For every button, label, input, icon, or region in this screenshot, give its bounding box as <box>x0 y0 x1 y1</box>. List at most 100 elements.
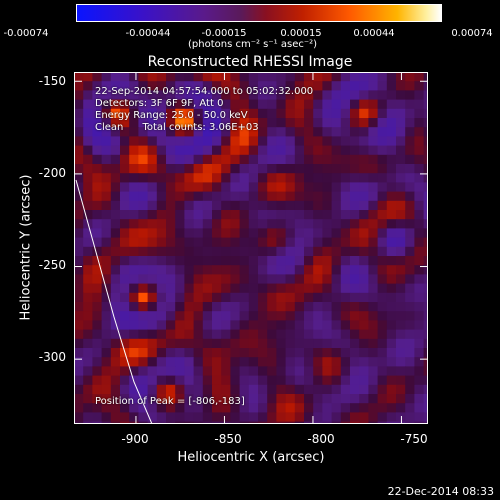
heatmap-cell <box>101 108 112 119</box>
heatmap-cell <box>294 403 305 413</box>
heatmap-cell <box>221 329 231 340</box>
heatmap-cell <box>230 302 241 312</box>
heatmap-cell <box>267 256 277 266</box>
heatmap-cell <box>156 375 167 386</box>
heatmap-cell <box>294 348 305 358</box>
heatmap-cell <box>212 357 222 367</box>
heatmap-cell <box>331 164 342 174</box>
heatmap-cell <box>405 173 415 183</box>
heatmap-cell <box>276 72 287 82</box>
heatmap-cell <box>248 108 259 119</box>
heatmap-cell <box>120 90 130 101</box>
heatmap-cell <box>74 375 84 386</box>
heatmap-cell <box>110 384 121 395</box>
heatmap-cell <box>405 136 415 147</box>
heatmap-cell <box>423 108 428 119</box>
heatmap-cell <box>120 191 130 202</box>
heatmap-cell <box>110 283 121 294</box>
heatmap-cell <box>221 412 231 423</box>
heatmap-cell <box>267 375 277 386</box>
heatmap-cell <box>83 366 93 377</box>
heatmap-cell <box>239 283 250 294</box>
heatmap-cell <box>350 394 360 404</box>
heatmap-cell <box>304 274 314 285</box>
heatmap-cell <box>423 219 428 229</box>
heatmap-cell <box>359 191 369 202</box>
heatmap-cell <box>184 182 195 193</box>
heatmap-cell <box>221 274 231 285</box>
heatmap-cell <box>377 265 388 275</box>
heatmap-cell <box>221 127 231 137</box>
heatmap-cell <box>304 403 314 413</box>
heatmap-cell <box>239 357 250 367</box>
heatmap-cell <box>313 127 323 137</box>
heatmap-cell <box>175 228 185 239</box>
heatmap-cell <box>267 182 277 193</box>
heatmap-cell <box>276 118 287 128</box>
heatmap-cell <box>340 311 351 321</box>
heatmap-cell <box>248 403 259 413</box>
heatmap-cell <box>202 338 213 349</box>
heatmap-cell <box>386 292 397 303</box>
heatmap-cell <box>138 81 149 91</box>
heatmap-cell <box>239 302 250 312</box>
heatmap-cell <box>193 182 204 193</box>
heatmap-cell <box>239 200 250 211</box>
heatmap-cell <box>156 99 167 110</box>
limb-line <box>75 179 153 424</box>
heatmap-cell <box>166 136 176 147</box>
heatmap-cell <box>386 72 397 82</box>
heatmap-cell <box>156 182 167 193</box>
heatmap-cell <box>313 348 323 358</box>
heatmap-cell <box>166 246 176 257</box>
heatmap-cell <box>396 394 406 404</box>
heatmap-cell <box>166 108 176 119</box>
heatmap-cell <box>175 154 185 165</box>
heatmap-cell <box>166 283 176 294</box>
heatmap-cell <box>304 200 314 211</box>
heatmap-cell <box>368 292 379 303</box>
heatmap-cell <box>101 81 112 91</box>
heatmap-cell <box>83 403 93 413</box>
heatmap-cell <box>138 118 149 128</box>
heatmap-cell <box>138 219 149 229</box>
heatmap-cell <box>239 145 250 156</box>
heatmap-cell <box>74 228 84 239</box>
heatmap-cell <box>230 412 241 423</box>
heatmap-cell <box>74 357 84 367</box>
heatmap-cell <box>74 394 84 404</box>
heatmap-cell <box>101 191 112 202</box>
heatmap-cell <box>221 182 231 193</box>
heatmap-cell <box>276 81 287 91</box>
heatmap-cell <box>423 375 428 386</box>
heatmap-cell <box>175 145 185 156</box>
heatmap-cell <box>221 99 231 110</box>
heatmap-cell <box>396 164 406 174</box>
heatmap-cell <box>276 292 287 303</box>
heatmap-cell <box>83 256 93 266</box>
heatmap-cell <box>322 164 333 174</box>
heatmap-cell <box>276 108 287 119</box>
heatmap-cell <box>368 118 379 128</box>
heatmap-cell <box>230 366 241 377</box>
heatmap-cell <box>147 118 158 128</box>
heatmap-cell <box>377 127 388 137</box>
heatmap-cell <box>212 403 222 413</box>
y-tick-label: -150 <box>38 74 66 88</box>
heatmap-cell <box>166 311 176 321</box>
heatmap-cell <box>258 357 268 367</box>
heatmap-cell <box>221 164 231 174</box>
heatmap-cell <box>101 182 112 193</box>
heatmap-cell <box>184 338 195 349</box>
heatmap-cell <box>101 311 112 321</box>
heatmap-cell <box>110 320 121 331</box>
heatmap-cell <box>331 118 342 128</box>
heatmap-cell <box>423 173 428 183</box>
heatmap-cell <box>258 164 268 174</box>
heatmap-cell <box>340 283 351 294</box>
heatmap-cell <box>92 256 103 266</box>
heatmap-cell <box>202 182 213 193</box>
heatmap-cell <box>202 118 213 128</box>
heatmap-cell <box>147 394 158 404</box>
heatmap-cell <box>276 366 287 377</box>
